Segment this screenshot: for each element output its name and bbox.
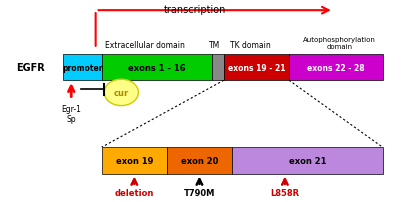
Text: EGFR: EGFR <box>16 63 45 73</box>
Bar <box>289 55 383 81</box>
Ellipse shape <box>104 80 138 106</box>
Text: exons 1 - 16: exons 1 - 16 <box>128 63 186 72</box>
Bar <box>102 147 167 174</box>
Bar <box>224 55 289 81</box>
Text: TM: TM <box>209 41 221 49</box>
Text: cur: cur <box>114 88 129 97</box>
Text: exon 20: exon 20 <box>181 156 218 165</box>
Text: transcription: transcription <box>164 5 227 15</box>
Bar <box>212 55 224 81</box>
Bar <box>63 55 102 81</box>
Text: T790M: T790M <box>184 188 215 197</box>
Text: Autophosphorylation
domain: Autophosphorylation domain <box>303 37 376 49</box>
Text: exons 22 - 28: exons 22 - 28 <box>307 63 365 72</box>
Text: exon 21: exon 21 <box>289 156 326 165</box>
Bar <box>167 147 232 174</box>
Bar <box>232 147 383 174</box>
Text: exons 19 - 21: exons 19 - 21 <box>228 63 285 72</box>
Text: TK domain: TK domain <box>230 41 271 49</box>
Text: deletion: deletion <box>115 188 154 197</box>
Text: promoter: promoter <box>62 63 103 72</box>
Text: exon 19: exon 19 <box>116 156 153 165</box>
Bar <box>102 55 212 81</box>
Text: Egr-1
Sp: Egr-1 Sp <box>61 104 81 123</box>
Text: L858R: L858R <box>270 188 300 197</box>
Text: Extracellular domain: Extracellular domain <box>105 41 184 49</box>
